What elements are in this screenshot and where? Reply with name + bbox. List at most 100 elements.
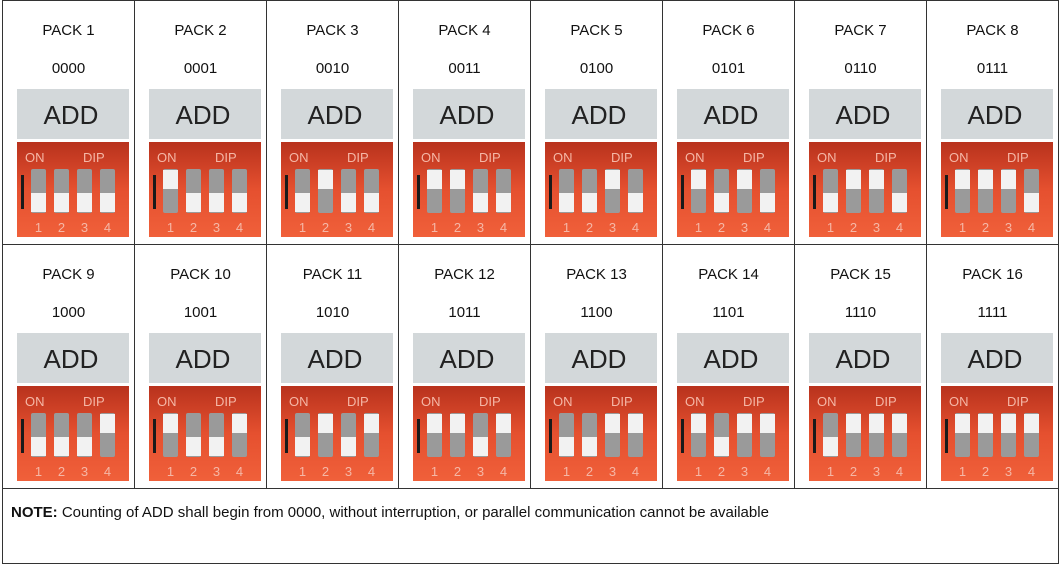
switch-number: 1 (695, 220, 702, 235)
switch-toggle (54, 437, 69, 456)
switch-toggle (559, 437, 574, 456)
switch-number: 3 (213, 220, 220, 235)
switch-toggle (605, 414, 620, 433)
switch-toggle (77, 193, 92, 212)
switch-toggle (496, 414, 511, 433)
switch-number: 3 (345, 220, 352, 235)
dip-label: DIP (347, 394, 369, 409)
dip-edge-bar (549, 419, 552, 453)
dip-switch-image: ADD ON DIP 1 2 3 4 (413, 89, 525, 237)
switch-number: 2 (190, 220, 197, 235)
add-label: ADD (572, 344, 627, 374)
switch-number: 2 (586, 220, 593, 235)
switch-toggle (318, 414, 333, 433)
switch-number: 2 (454, 220, 461, 235)
pack-name: PACK 4 (438, 22, 491, 39)
dip-edge-bar (945, 175, 948, 209)
dip-label: DIP (83, 150, 105, 165)
switch-number: 1 (167, 464, 174, 479)
switch-toggle (1001, 414, 1016, 433)
switch-number: 2 (982, 220, 989, 235)
dip-label: DIP (479, 150, 501, 165)
switch-toggle (582, 193, 597, 212)
dip-label: DIP (215, 150, 237, 165)
on-label: ON (157, 394, 177, 409)
on-label: ON (817, 394, 837, 409)
add-label: ADD (440, 100, 495, 130)
switch-number: 4 (764, 220, 771, 235)
pack-cell: PACK 10 1001 ADD ON DIP 1 2 3 4 (134, 244, 267, 489)
add-label: ADD (440, 344, 495, 374)
dip-label: DIP (875, 150, 897, 165)
switch-toggle (955, 414, 970, 433)
switch-toggle (209, 193, 224, 212)
pack-code: 0001 (183, 60, 218, 77)
switch-toggle (1024, 414, 1039, 433)
on-label: ON (157, 150, 177, 165)
switch-number: 3 (477, 220, 484, 235)
switch-number: 3 (873, 464, 880, 479)
switch-number: 1 (299, 220, 306, 235)
dip-edge-bar (417, 419, 420, 453)
switch-toggle (628, 193, 643, 212)
switch-number: 4 (368, 220, 375, 235)
switch-number: 1 (563, 464, 570, 479)
pack-cell: PACK 15 1110 ADD ON DIP 1 2 3 4 (794, 244, 927, 489)
switch-toggle (628, 414, 643, 433)
switch-number: 1 (695, 464, 702, 479)
add-label: ADD (704, 344, 759, 374)
switch-number: 2 (58, 464, 65, 479)
switch-number: 3 (1005, 464, 1012, 479)
pack-cell: PACK 4 0011 ADD ON DIP 1 2 3 4 (398, 0, 531, 245)
switch-number: 4 (500, 220, 507, 235)
add-panel (677, 333, 789, 383)
switch-number: 4 (1028, 220, 1035, 235)
switch-number: 4 (896, 220, 903, 235)
add-panel (149, 89, 261, 139)
switch-toggle (318, 170, 333, 189)
switch-toggle (295, 437, 310, 456)
note-row: NOTE: Counting of ADD shall begin from 0… (2, 488, 1059, 564)
pack-cell: PACK 6 0101 ADD ON DIP 1 2 3 4 (662, 0, 795, 245)
pack-cell: PACK 1 0000 ADD ON DIP 1 2 3 4 (2, 0, 135, 245)
dip-edge-bar (681, 419, 684, 453)
pack-cell: PACK 7 0110 ADD ON DIP 1 2 3 4 (794, 0, 927, 245)
switch-number: 4 (104, 464, 111, 479)
dip-edge-bar (21, 419, 24, 453)
pack-name: PACK 13 (566, 266, 627, 283)
pack-code: 1111 (977, 304, 1008, 321)
dip-edge-bar (285, 175, 288, 209)
dip-switch-image: ADD ON DIP 1 2 3 4 (413, 333, 525, 481)
switch-number: 1 (959, 464, 966, 479)
pack-code: 0110 (844, 60, 877, 77)
switch-number: 4 (368, 464, 375, 479)
on-label: ON (685, 150, 705, 165)
switch-number: 2 (850, 220, 857, 235)
switch-toggle (163, 170, 178, 189)
switch-toggle (295, 193, 310, 212)
dip-label: DIP (479, 394, 501, 409)
switch-number: 2 (586, 464, 593, 479)
pack-code: 1011 (448, 304, 481, 321)
switch-number: 3 (345, 464, 352, 479)
switch-number: 3 (1005, 220, 1012, 235)
on-label: ON (25, 150, 45, 165)
switch-number: 4 (896, 464, 903, 479)
switch-toggle (714, 437, 729, 456)
on-label: ON (949, 394, 969, 409)
switch-toggle (691, 414, 706, 433)
switch-number: 1 (827, 464, 834, 479)
switch-number: 1 (35, 220, 42, 235)
on-label: ON (421, 394, 441, 409)
pack-code: 1001 (183, 304, 218, 321)
switch-toggle (737, 414, 752, 433)
dip-edge-bar (153, 419, 156, 453)
pack-name: PACK 6 (702, 22, 755, 39)
pack-name: PACK 1 (42, 22, 95, 39)
dip-label: DIP (875, 394, 897, 409)
switch-toggle (869, 170, 884, 189)
dip-label: DIP (743, 150, 765, 165)
dip-edge-bar (21, 175, 24, 209)
